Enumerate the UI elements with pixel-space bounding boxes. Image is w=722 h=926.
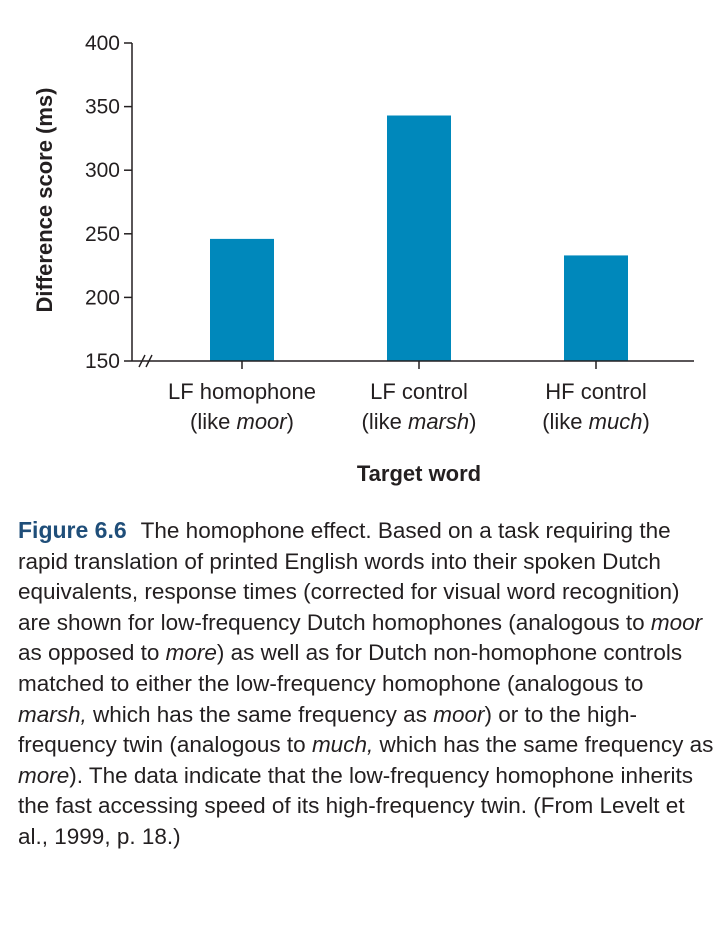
caption-text: The homophone effect. Based on a task re… xyxy=(18,518,680,635)
x-tick-label-example: (like marsh) xyxy=(362,409,477,434)
axis-break-stroke xyxy=(138,354,146,368)
x-tick-label-example: (like much) xyxy=(542,409,650,434)
y-tick-label: 250 xyxy=(85,223,120,246)
caption-text: ) as well as for Dutch non-homophone con… xyxy=(18,640,683,696)
figure-caption: Figure 6.6 The homophone effect. Based on… xyxy=(18,515,718,853)
bar xyxy=(210,238,274,361)
x-axis-title: Target word xyxy=(357,461,481,486)
y-tick-label: 150 xyxy=(85,350,120,373)
y-tick-label: 350 xyxy=(85,96,120,119)
x-tick-label-example: (like moor) xyxy=(190,409,294,434)
bar xyxy=(387,115,451,361)
y-tick-label: 400 xyxy=(85,32,120,55)
x-labels-group: LF homophone (like moor) LF control (like m… xyxy=(168,361,650,434)
x-tick-label: LF homophone xyxy=(168,379,316,404)
y-tick-label: 200 xyxy=(85,286,120,309)
y-axis-title: Difference score (ms) xyxy=(32,88,57,313)
bar-chart: 150 200 250 300 350 400 LF homophone (like moo… xyxy=(32,32,694,486)
caption-italic-word: marsh, xyxy=(18,701,87,727)
caption-text: which has the same frequency as xyxy=(86,701,434,727)
caption-italic-word: more xyxy=(165,640,217,666)
caption-text: as opposed to xyxy=(18,640,166,666)
caption-italic-word: much, xyxy=(311,732,374,758)
bar xyxy=(564,255,628,361)
bars-group xyxy=(210,115,628,361)
figure-label: Figure 6.6 xyxy=(18,517,127,543)
caption-text: ). The data indicate that the low-freque… xyxy=(18,762,693,849)
caption-italic-word: more xyxy=(18,762,70,788)
caption-text: ) or to the high-frequency twin (analogo… xyxy=(18,701,638,758)
x-tick-label: HF control xyxy=(545,379,646,404)
caption-italic-word: moor xyxy=(433,701,485,727)
axis-break-mark xyxy=(138,354,153,368)
x-tick-label: LF control xyxy=(370,379,468,404)
caption-italic-word: moor xyxy=(650,609,703,635)
y-ticks-group: 150 200 250 300 350 400 xyxy=(85,32,132,373)
caption-text: which has the same frequency as xyxy=(373,732,714,758)
axis-break-stroke xyxy=(145,354,153,368)
y-tick-label: 300 xyxy=(85,159,120,182)
axes-group xyxy=(131,43,694,368)
